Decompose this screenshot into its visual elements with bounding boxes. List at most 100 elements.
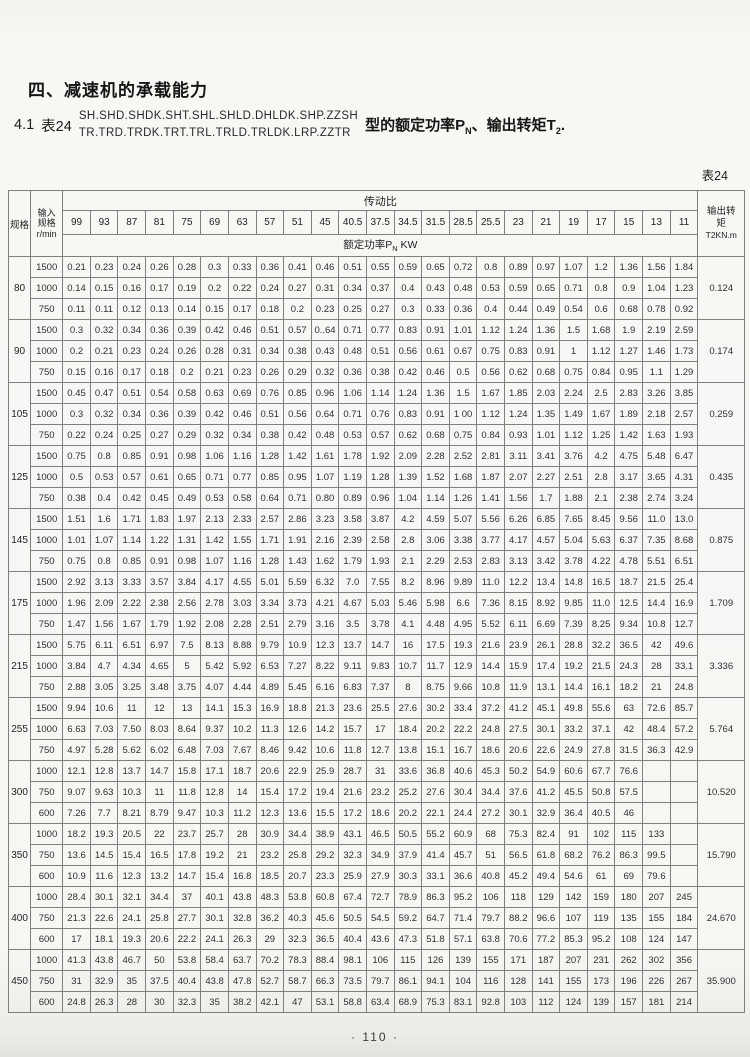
power-value-cell: 8.22 bbox=[310, 655, 340, 677]
power-value-cell: 13.2 bbox=[145, 865, 174, 887]
power-value-cell: 0.91 bbox=[145, 445, 174, 467]
power-value-cell: 6.02 bbox=[145, 739, 174, 761]
power-value-cell: 124 bbox=[642, 928, 671, 950]
power-value-cell: 0.91 bbox=[421, 319, 450, 341]
power-value-cell: 1 bbox=[559, 340, 588, 362]
power-value-cell: 231 bbox=[586, 949, 616, 971]
power-value-cell: 0.92 bbox=[669, 298, 699, 320]
power-value-cell: 0.16 bbox=[89, 361, 119, 383]
power-value-cell: 2.19 bbox=[642, 319, 671, 341]
power-value-cell: 15.1 bbox=[421, 739, 450, 761]
power-value-cell: 2.79 bbox=[283, 613, 312, 635]
power-value-cell: 126 bbox=[421, 949, 450, 971]
power-value-cell: 2.18 bbox=[642, 403, 671, 425]
power-value-cell: 38.2 bbox=[227, 991, 257, 1013]
power-value-cell: 0.8 bbox=[89, 445, 119, 467]
power-value-cell: 3.13 bbox=[503, 550, 533, 572]
power-value-cell: 0.22 bbox=[227, 277, 257, 299]
power-value-cell: 1.93 bbox=[669, 424, 699, 446]
power-value-cell: 0.97 bbox=[531, 256, 561, 278]
power-value-cell: 24.8 bbox=[669, 676, 699, 698]
power-value-cell: 196 bbox=[614, 970, 644, 992]
power-value-cell: 18.2 bbox=[614, 676, 644, 698]
ratio-header-cell: 15 bbox=[614, 210, 644, 235]
spec-cell: 105 bbox=[7, 382, 32, 446]
power-value-cell: 0.95 bbox=[614, 361, 644, 383]
power-value-cell: 0.59 bbox=[503, 277, 533, 299]
power-value-cell: 5.04 bbox=[559, 529, 588, 551]
power-value-cell bbox=[669, 760, 699, 782]
output-torque-cell: 35.900 bbox=[697, 949, 745, 1013]
power-value-cell: 11.2 bbox=[227, 802, 257, 824]
power-value-cell: 1.24 bbox=[393, 382, 423, 404]
power-value-cell: 18.1 bbox=[89, 928, 119, 950]
power-value-cell: 8.15 bbox=[503, 592, 533, 614]
power-value-cell: 0.91 bbox=[145, 550, 174, 572]
power-value-cell: 14.4 bbox=[476, 655, 505, 677]
power-value-cell: 30.9 bbox=[255, 823, 285, 845]
power-value-cell: 5.51 bbox=[642, 550, 671, 572]
power-value-cell: 78.9 bbox=[393, 886, 423, 908]
power-value-cell: 0.39 bbox=[172, 319, 202, 341]
power-value-cell: 79.7 bbox=[476, 907, 505, 929]
power-value-cell: 5.07 bbox=[448, 508, 478, 530]
power-value-cell: 0.34 bbox=[117, 403, 147, 425]
power-value-cell: 107 bbox=[559, 907, 588, 929]
power-value-cell: 1.5 bbox=[559, 319, 588, 341]
power-value-cell: 7.5 bbox=[172, 634, 202, 656]
power-value-cell: 17.5 bbox=[421, 634, 450, 656]
power-value-cell: 5.56 bbox=[476, 508, 505, 530]
power-value-cell: 3.23 bbox=[310, 508, 340, 530]
power-value-cell: 3.76 bbox=[559, 445, 588, 467]
power-value-cell: 8.25 bbox=[586, 613, 616, 635]
power-value-cell: 32.2 bbox=[586, 634, 616, 656]
power-value-cell: 33.1 bbox=[669, 655, 699, 677]
subtitle-description: 型的额定功率PN、输出转矩T2. bbox=[365, 114, 565, 136]
power-value-cell: 30.1 bbox=[89, 886, 119, 908]
power-value-cell: 2.78 bbox=[200, 592, 229, 614]
power-value-cell: 18.2 bbox=[62, 823, 91, 845]
power-value-cell: 98.1 bbox=[338, 949, 367, 971]
input-speed-cell: 750 bbox=[30, 970, 64, 992]
power-value-cell: 20.6 bbox=[255, 760, 285, 782]
table-row: 400 1000 28.4 30.1 32.1 34.4 37 40.1 43.8 48.3 53.… bbox=[7, 886, 745, 950]
power-value-cell: 0.61 bbox=[145, 466, 174, 488]
power-value-cell: 1.46 bbox=[642, 340, 671, 362]
power-value-cell: 14.8 bbox=[559, 571, 588, 593]
item-number: 4.1 bbox=[14, 117, 35, 134]
power-value-cell: 21.3 bbox=[62, 907, 91, 929]
table-row: 750 31 32.9 35 37.5 40.4 43.8 47.8 52.7 58.7 66.3 7… bbox=[9, 970, 745, 992]
power-value-cell: 0.72 bbox=[448, 256, 478, 278]
power-value-cell: 1.14 bbox=[117, 529, 147, 551]
power-value-cell: 8.88 bbox=[227, 634, 257, 656]
power-value-cell: 1.63 bbox=[642, 424, 671, 446]
power-value-cell: 173 bbox=[586, 970, 616, 992]
power-value-cell: 7.7 bbox=[89, 802, 119, 824]
power-value-cell: 83.1 bbox=[448, 991, 478, 1013]
power-value-cell: 4.57 bbox=[531, 529, 561, 551]
table-row: 1000 0.2 0.21 0.23 0.24 0.26 0.28 0.31 0.34 0.38 0… bbox=[9, 340, 745, 362]
power-value-cell: 0.15 bbox=[62, 361, 91, 383]
power-value-cell: 16.5 bbox=[145, 844, 174, 866]
power-value-cell: 20.6 bbox=[503, 739, 533, 761]
power-value-cell: 8.13 bbox=[200, 634, 229, 656]
power-value-cell: 155 bbox=[476, 949, 505, 971]
power-value-cell bbox=[669, 823, 699, 845]
input-speed-cell: 750 bbox=[30, 676, 64, 698]
input-speed-cell: 600 bbox=[30, 802, 64, 824]
power-value-cell: 19.4 bbox=[310, 781, 340, 803]
power-value-cell: 54.5 bbox=[365, 907, 395, 929]
power-value-cell: 0.77 bbox=[365, 319, 395, 341]
power-value-cell: 26.3 bbox=[89, 991, 119, 1013]
input-speed-cell: 1500 bbox=[30, 382, 64, 404]
power-value-cell: 10.2 bbox=[227, 718, 257, 740]
power-value-cell: 37 bbox=[172, 886, 202, 908]
power-header-unit: KW bbox=[397, 239, 418, 252]
ratio-header-cell: 13 bbox=[642, 210, 671, 235]
power-value-cell bbox=[642, 760, 671, 782]
power-value-cell: 49.4 bbox=[531, 865, 561, 887]
input-header-line1: 输入 bbox=[37, 207, 56, 218]
power-value-cell: 0.26 bbox=[255, 361, 285, 383]
power-value-cell: 79.7 bbox=[365, 970, 395, 992]
power-value-cell: 32.3 bbox=[172, 991, 202, 1013]
